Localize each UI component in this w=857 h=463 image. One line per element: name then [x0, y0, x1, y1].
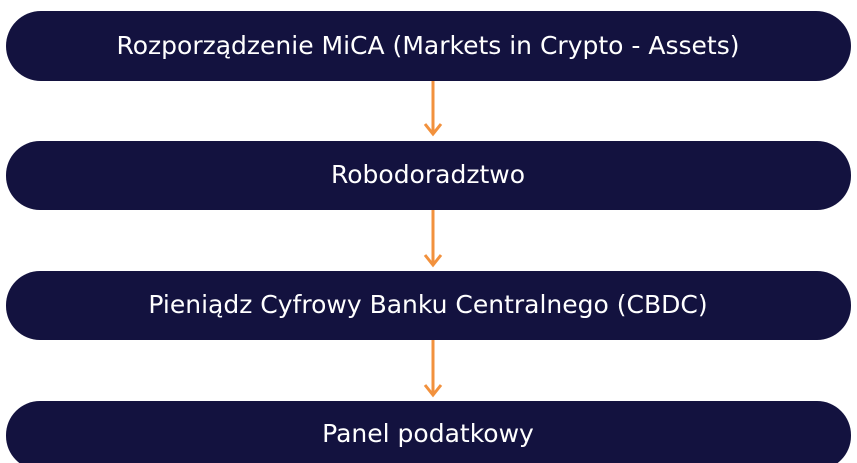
node-box [6, 11, 851, 81]
arrowhead [423, 254, 443, 268]
node-box [6, 401, 851, 463]
node: Panel podatkowy [6, 401, 851, 463]
node-label: Pieniądz Cyfrowy Banku Centralnego (CBDC… [148, 290, 707, 319]
node-label: Rozporządzenie MiCA (Markets in Crypto -… [117, 31, 740, 60]
node: Rozporządzenie MiCA (Markets in Crypto -… [6, 11, 851, 81]
node: Robodoradztwo [6, 141, 851, 210]
arrowhead [423, 123, 443, 137]
node-box [6, 141, 851, 210]
node-label: Panel podatkowy [322, 419, 534, 448]
node-label: Robodoradztwo [331, 160, 525, 189]
arrows [423, 81, 443, 398]
node: Pieniądz Cyfrowy Banku Centralnego (CBDC… [6, 271, 851, 340]
node-box [6, 271, 851, 340]
arrowhead [423, 384, 443, 398]
